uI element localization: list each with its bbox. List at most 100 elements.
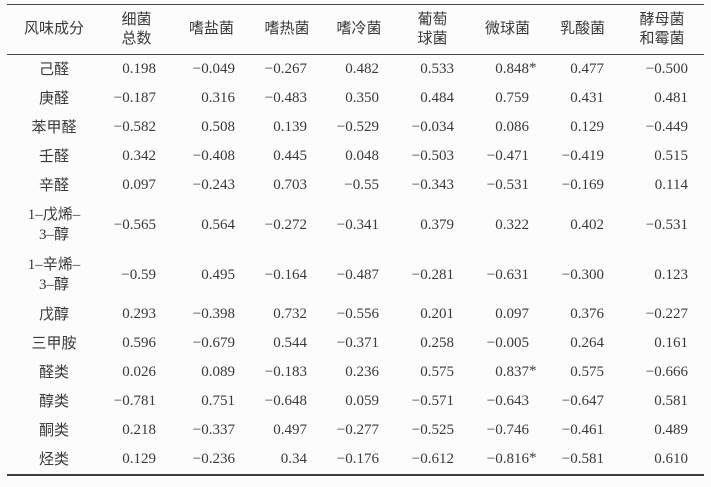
row-label: 1–戊烯– 3–醇 <box>27 207 81 243</box>
table-row: 三甲胺 0.596 −0.679 0.544 −0.371 0.258 −0.005 0.26… <box>7 329 704 358</box>
table-cell: 0.376 <box>570 306 604 322</box>
table-cell: 0.350 <box>345 90 379 106</box>
row-label: 壬醛 <box>38 148 69 165</box>
table-cell: 0.489 <box>654 422 688 438</box>
table-cell: −0.183 <box>264 364 307 380</box>
table-cell: −0.449 <box>645 119 688 135</box>
table-cell: −0.164 <box>264 266 307 283</box>
table-cell: −0.746 <box>486 422 529 438</box>
table-body: 己醛 0.198 −0.049 −0.267 0.482 0.533 0.848 * 0.477… <box>7 55 704 476</box>
column-header-thermophilic-bacteria: 嗜热菌 <box>251 4 323 55</box>
table-row: 戊醇 0.293 −0.398 0.732 −0.556 0.201 0.097 0.376 −… <box>7 300 704 329</box>
row-label: 烃类 <box>38 451 69 468</box>
table-cell: 0.495 <box>201 266 235 283</box>
column-header-micrococcus: 微球菌 <box>470 4 545 55</box>
table-cell: −0.371 <box>336 335 379 351</box>
row-label: 己醛 <box>38 61 69 78</box>
table-cell: 0.114 <box>654 177 688 193</box>
table-cell: −0.647 <box>561 393 604 409</box>
table-cell: 0.293 <box>122 306 156 322</box>
table-row: 1–戊烯– 3–醇 −0.565 0.564 −0.272 −0.341 0.379 0.3… <box>7 200 704 250</box>
column-header-staphylococcus: 葡萄 球菌 <box>395 4 470 55</box>
table-cell: 0.575 <box>420 364 454 380</box>
row-label: 三甲胺 <box>31 335 77 352</box>
table-cell: −0.341 <box>336 216 379 233</box>
table-cell: 0.097 <box>495 306 529 322</box>
table-cell: −0.267 <box>264 61 307 77</box>
table-cell: 0.431 <box>570 90 604 106</box>
table-cell: 0.086 <box>495 119 529 135</box>
table-cell: −0.565 <box>113 216 156 233</box>
table-cell: 0.059 <box>345 393 379 409</box>
table-cell: −0.176 <box>336 451 379 467</box>
table-row: 烃类 0.129 −0.236 0.34 −0.176 −0.612 −0.816 * −0.5… <box>7 445 704 475</box>
table-cell: 0.161 <box>654 335 688 351</box>
table-cell: 0.048 <box>345 148 379 164</box>
table-cell: 0.342 <box>122 148 156 164</box>
row-label: 庚醛 <box>38 90 69 107</box>
row-label: 醇类 <box>38 393 69 410</box>
significance-star: * <box>529 450 537 466</box>
table-cell: 0.751 <box>201 393 235 409</box>
significance-star: * <box>529 363 537 379</box>
table-cell: −0.337 <box>192 422 235 438</box>
table-cell: 0.497 <box>273 422 307 438</box>
table-cell: 0.482 <box>345 61 379 77</box>
table-cell: −0.631 <box>486 266 529 283</box>
table-header: 风味成分 细菌 总数 嗜盐菌 嗜热菌 嗜冷菌 葡萄 球菌 微球菌 乳酸菌 酵母菌… <box>7 4 704 55</box>
table-cell: 0.732 <box>273 306 307 322</box>
table-cell: −0.049 <box>192 61 235 77</box>
row-label: 酮类 <box>38 422 69 439</box>
table-cell: 0.445 <box>273 148 307 164</box>
table-cell: −0.236 <box>192 451 235 467</box>
table-cell: 0.129 <box>122 451 156 467</box>
table-cell: −0.408 <box>192 148 235 164</box>
table-cell: 0.258 <box>420 335 454 351</box>
table-cell: 0.610 <box>654 451 688 467</box>
table-cell: 0.533 <box>420 61 454 77</box>
table-cell: −0.281 <box>411 266 454 283</box>
table-cell: 0.759 <box>495 90 529 106</box>
table-row: 壬醛 0.342 −0.408 0.445 0.048 −0.503 −0.471 −0.41… <box>7 142 704 171</box>
row-label: 醛类 <box>38 364 69 381</box>
table-cell: 0.544 <box>273 335 307 351</box>
table-row: 酮类 0.218 −0.337 0.497 −0.277 −0.525 −0.746 −0.4… <box>7 416 704 445</box>
table-row: 苯甲醛 −0.582 0.508 0.139 −0.529 −0.034 0.086 0.12… <box>7 113 704 142</box>
table-cell: −0.227 <box>645 306 688 322</box>
table-cell: −0.679 <box>192 335 235 351</box>
table-cell: −0.187 <box>113 90 156 106</box>
table-cell: 0.848 * <box>495 60 537 77</box>
table-cell: −0.581 <box>561 451 604 467</box>
significance-star: * <box>529 60 537 76</box>
table-cell: −0.277 <box>336 422 379 438</box>
table-cell: 0.089 <box>201 364 235 380</box>
table-cell: 0.236 <box>345 364 379 380</box>
row-label: 辛醛 <box>38 177 69 194</box>
table-cell: −0.531 <box>645 216 688 233</box>
table-cell: 0.379 <box>420 216 454 233</box>
table-row: 庚醛 −0.187 0.316 −0.483 0.350 0.484 0.759 0.431 0… <box>7 84 704 113</box>
column-header-total-bacteria: 细菌 总数 <box>101 4 172 55</box>
table-cell: 0.484 <box>420 90 454 106</box>
table-cell: 0.322 <box>495 216 529 233</box>
table-cell: 0.581 <box>654 393 688 409</box>
page: 风味成分 细菌 总数 嗜盐菌 嗜热菌 嗜冷菌 葡萄 球菌 微球菌 乳酸菌 酵母菌… <box>7 4 704 476</box>
column-header-halophilic-bacteria: 嗜盐菌 <box>172 4 251 55</box>
table-cell: 0.097 <box>122 177 156 193</box>
correlation-table: 风味成分 细菌 总数 嗜盐菌 嗜热菌 嗜冷菌 葡萄 球菌 微球菌 乳酸菌 酵母菌… <box>7 4 704 476</box>
table-cell: 0.123 <box>654 266 688 283</box>
row-label: 苯甲醛 <box>31 119 77 136</box>
table-cell: 0.129 <box>570 119 604 135</box>
table-cell: −0.781 <box>113 393 156 409</box>
column-header-lactic-acid-bacteria: 乳酸菌 <box>545 4 620 55</box>
table-cell: 0.508 <box>201 119 235 135</box>
table-cell: −0.005 <box>486 335 529 351</box>
table-cell: 0.34 <box>280 451 307 467</box>
table-cell: 0.264 <box>570 335 604 351</box>
table-cell: −0.300 <box>561 266 604 283</box>
table-cell: 0.218 <box>122 422 156 438</box>
table-row: 辛醛 0.097 −0.243 0.703 −0.55 −0.343 −0.531 −0.16… <box>7 171 704 200</box>
table-cell: −0.500 <box>645 61 688 77</box>
table-cell: 0.139 <box>273 119 307 135</box>
table-cell: −0.571 <box>411 393 454 409</box>
